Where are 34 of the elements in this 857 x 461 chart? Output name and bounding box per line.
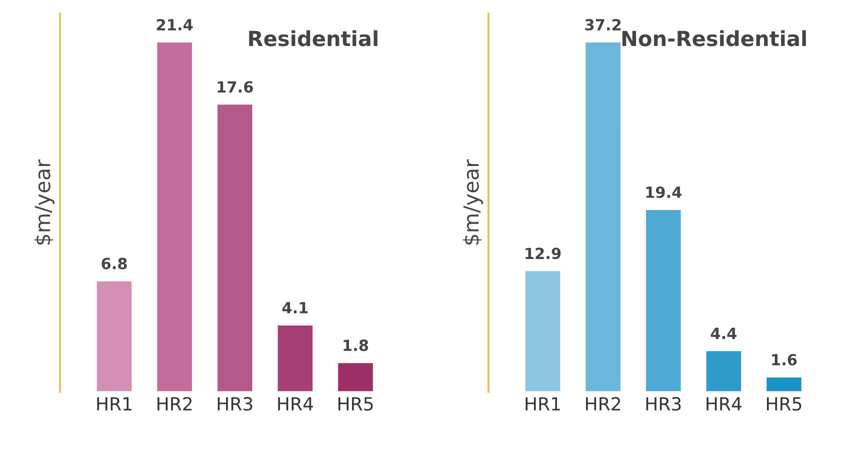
- x-tick-label: HR1: [97, 397, 132, 410]
- x-tick-label: HR4: [706, 397, 742, 410]
- data-label: 19.4: [646, 186, 682, 198]
- bar: [524, 270, 562, 392]
- data-label: 4.4: [710, 328, 737, 339]
- data-label: 21.4: [156, 18, 193, 30]
- data-label: 37.2: [585, 18, 621, 31]
- x-tick-label: HR5: [338, 397, 373, 411]
- data-label: 1.6: [772, 354, 797, 366]
- bar: [704, 350, 742, 392]
- x-tick-label: HR2: [158, 397, 192, 410]
- x-tick-label: HR2: [586, 397, 620, 410]
- bar: [584, 41, 622, 392]
- bar: [95, 280, 134, 392]
- x-tick-label: HR3: [218, 397, 252, 411]
- data-label: 4.1: [282, 302, 308, 314]
- x-tick-label: HR4: [278, 397, 313, 410]
- bar: [156, 41, 194, 392]
- x-tick-label: HR5: [766, 397, 802, 411]
- chart-title: Non-Residential: [622, 30, 806, 46]
- y-axis-title: $m/year: [34, 159, 54, 245]
- chart-title: Residential: [249, 30, 378, 46]
- data-label: 6.8: [102, 258, 127, 270]
- data-label: 12.9: [526, 248, 561, 260]
- bar: [765, 376, 803, 392]
- x-tick-label: HR1: [526, 397, 560, 410]
- bar: [336, 362, 374, 392]
- bar: [216, 103, 254, 392]
- data-label: 17.6: [218, 81, 253, 93]
- bar: [276, 324, 314, 392]
- y-axis-title: $m/year: [462, 159, 483, 245]
- data-label: 1.8: [344, 340, 368, 352]
- x-tick-label: HR3: [646, 397, 681, 411]
- bar: [644, 208, 682, 392]
